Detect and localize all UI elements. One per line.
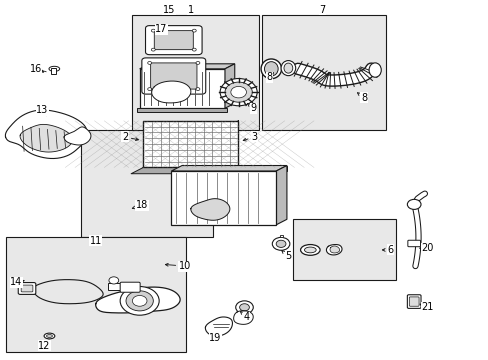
Polygon shape (276, 166, 286, 225)
Bar (140, 69, 224, 108)
Circle shape (235, 301, 253, 314)
Ellipse shape (264, 62, 278, 76)
Circle shape (120, 287, 159, 315)
Polygon shape (329, 246, 339, 253)
Circle shape (109, 277, 119, 284)
FancyBboxPatch shape (145, 26, 202, 55)
Polygon shape (131, 167, 238, 174)
Circle shape (147, 87, 151, 90)
Ellipse shape (261, 59, 281, 79)
Ellipse shape (44, 333, 55, 339)
Bar (293, 220, 395, 280)
FancyBboxPatch shape (120, 282, 140, 292)
FancyBboxPatch shape (408, 297, 418, 306)
Text: 20: 20 (419, 243, 433, 253)
Polygon shape (96, 287, 180, 313)
Text: 13: 13 (36, 105, 48, 116)
Polygon shape (233, 311, 253, 324)
Circle shape (147, 62, 151, 64)
Polygon shape (5, 110, 87, 158)
Ellipse shape (46, 334, 52, 337)
Polygon shape (326, 244, 341, 255)
Bar (171, 171, 276, 225)
Text: 12: 12 (39, 340, 51, 351)
Bar (182, 166, 286, 171)
Bar (279, 234, 282, 237)
Polygon shape (151, 81, 190, 103)
Text: 4: 4 (240, 311, 249, 322)
Bar (51, 68, 56, 74)
Circle shape (151, 29, 155, 32)
Circle shape (151, 48, 155, 51)
Circle shape (196, 87, 200, 90)
Polygon shape (171, 166, 286, 171)
Text: 8: 8 (266, 72, 273, 82)
Text: 11: 11 (89, 236, 102, 246)
Text: 14: 14 (10, 277, 24, 287)
Text: 8: 8 (357, 93, 366, 103)
Text: 16: 16 (30, 64, 43, 74)
FancyBboxPatch shape (18, 283, 36, 294)
Polygon shape (226, 121, 238, 174)
Bar (137, 108, 227, 112)
Circle shape (230, 86, 246, 98)
Text: 2: 2 (122, 132, 138, 142)
Circle shape (192, 48, 196, 51)
Bar (5, 237, 185, 352)
Text: 9: 9 (247, 103, 256, 113)
Ellipse shape (284, 63, 292, 73)
Text: 21: 21 (419, 302, 433, 312)
Ellipse shape (300, 244, 320, 255)
Circle shape (272, 237, 289, 250)
Text: 15: 15 (163, 5, 175, 15)
Text: 5: 5 (281, 251, 291, 261)
Polygon shape (20, 124, 73, 152)
Text: 1: 1 (187, 5, 194, 15)
Circle shape (126, 291, 153, 311)
Ellipse shape (304, 247, 316, 253)
Ellipse shape (281, 60, 295, 76)
Text: 17: 17 (155, 24, 167, 35)
Circle shape (239, 304, 249, 311)
Polygon shape (64, 127, 91, 145)
Bar (143, 121, 238, 167)
FancyBboxPatch shape (154, 31, 193, 50)
Circle shape (196, 62, 200, 64)
FancyBboxPatch shape (150, 63, 197, 89)
Polygon shape (224, 64, 234, 108)
Ellipse shape (49, 66, 60, 71)
Text: 10: 10 (165, 261, 191, 271)
FancyBboxPatch shape (21, 285, 33, 292)
Circle shape (220, 78, 257, 106)
Circle shape (132, 296, 147, 306)
Circle shape (276, 240, 285, 247)
Bar (108, 283, 120, 291)
Text: 7: 7 (319, 5, 325, 15)
Bar (132, 15, 259, 130)
FancyBboxPatch shape (407, 240, 420, 247)
Bar (261, 15, 385, 130)
Polygon shape (33, 280, 103, 304)
Polygon shape (205, 317, 232, 336)
FancyBboxPatch shape (407, 295, 420, 309)
Text: 18: 18 (132, 200, 148, 210)
Text: 3: 3 (243, 132, 257, 142)
Text: 19: 19 (209, 333, 221, 343)
Polygon shape (190, 199, 229, 220)
Text: 6: 6 (382, 245, 393, 255)
Circle shape (224, 82, 252, 102)
Bar (81, 130, 212, 237)
FancyBboxPatch shape (142, 58, 205, 94)
Ellipse shape (368, 63, 381, 77)
Circle shape (407, 199, 420, 210)
Circle shape (192, 29, 196, 32)
Polygon shape (140, 64, 234, 69)
